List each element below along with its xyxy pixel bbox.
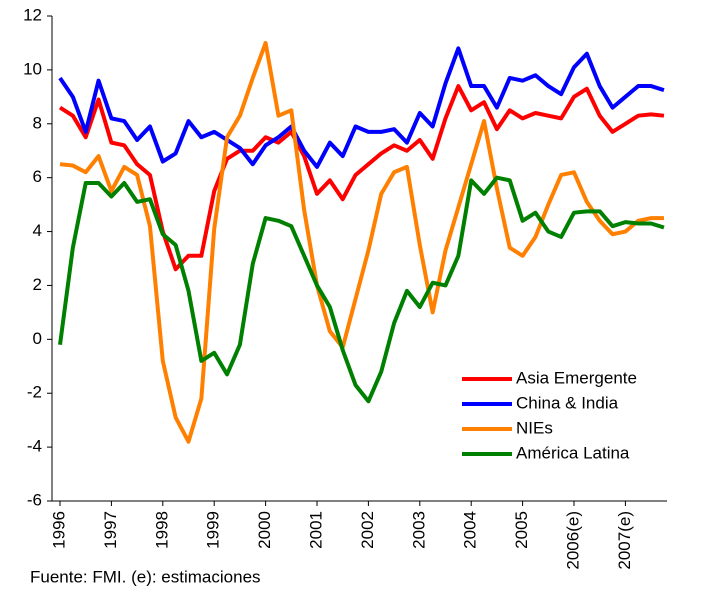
x-tick-label: 2006(e) xyxy=(563,511,582,570)
y-tick-label: 4 xyxy=(33,221,42,240)
y-tick-label: -2 xyxy=(27,383,42,402)
x-tick-label: 2000 xyxy=(255,511,274,549)
y-tick-label: 0 xyxy=(33,329,42,348)
x-tick-label: 2002 xyxy=(358,511,377,549)
y-tick-label: 6 xyxy=(33,167,42,186)
series-line xyxy=(58,175,665,404)
x-tick-label: 2005 xyxy=(512,511,531,549)
y-tick-label: 12 xyxy=(23,5,42,24)
y-tick-label: 8 xyxy=(33,113,42,132)
x-tick-label: 1996 xyxy=(49,511,68,549)
legend-label: Asia Emergente xyxy=(516,368,637,387)
x-tick-label: 2001 xyxy=(306,511,325,549)
x-tick-label: 1998 xyxy=(152,511,171,549)
x-tick-label: 1997 xyxy=(101,511,120,549)
x-tick-label: 2007(e) xyxy=(615,511,634,570)
x-tick-label: 1999 xyxy=(204,511,223,549)
y-tick-label: -4 xyxy=(27,437,42,456)
series-line xyxy=(58,84,665,272)
x-tick-label: 2004 xyxy=(461,511,480,549)
y-tick-label: -6 xyxy=(27,490,42,509)
series-line xyxy=(58,46,665,169)
y-tick-label: 10 xyxy=(23,59,42,78)
source-note: Fuente: FMI. (e): estimaciones xyxy=(30,567,261,586)
y-tick-label: 2 xyxy=(33,275,42,294)
legend-label: América Latina xyxy=(516,443,630,462)
series-line xyxy=(59,40,664,444)
legend-label: China & India xyxy=(516,393,619,412)
x-tick-label: 2003 xyxy=(409,511,428,549)
legend-label: NIEs xyxy=(516,418,553,437)
